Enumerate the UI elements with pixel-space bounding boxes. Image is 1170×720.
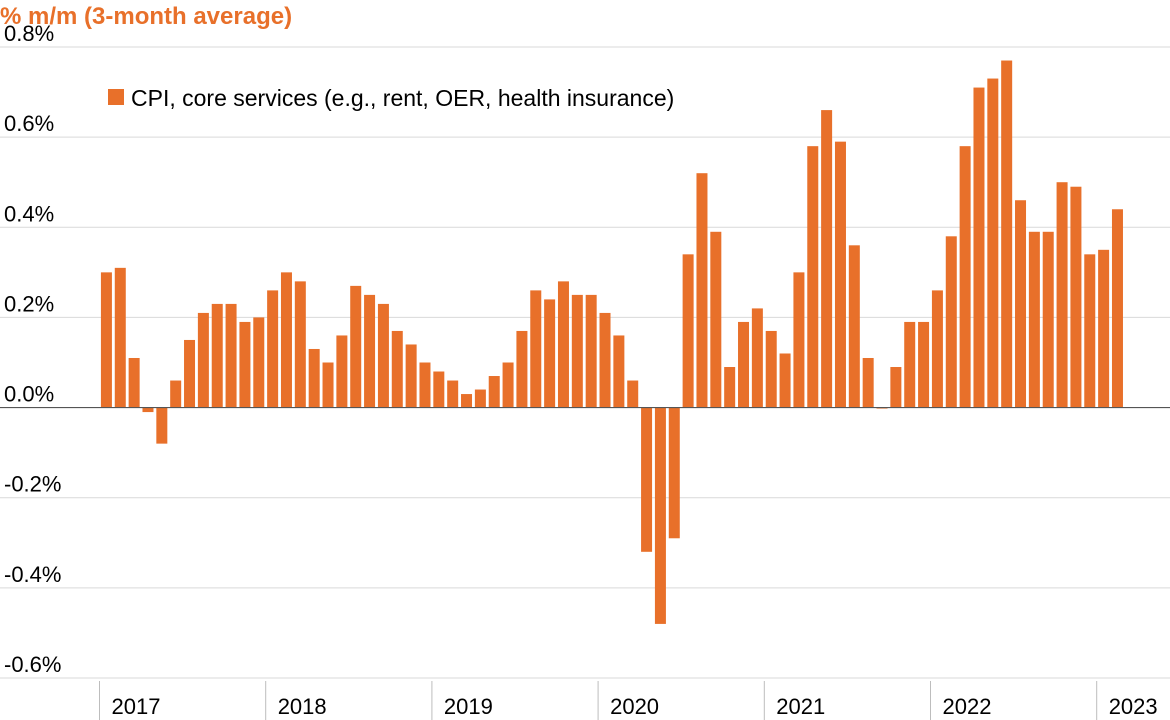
- bar: [682, 254, 694, 408]
- legend: CPI, core services (e.g., rent, OER, hea…: [108, 85, 674, 111]
- bar: [294, 281, 306, 408]
- bar: [447, 380, 459, 408]
- bar: [834, 141, 846, 408]
- bar: [959, 146, 971, 408]
- bar: [419, 362, 431, 408]
- bar: [114, 267, 126, 408]
- bar: [557, 281, 569, 408]
- bar: [225, 303, 237, 408]
- bar: [585, 294, 597, 408]
- x-tick-label: 2021: [776, 694, 825, 719]
- x-axis: 2017 2018 2019 2020 2021 2022 2023: [99, 681, 1158, 720]
- bar: [170, 380, 182, 408]
- y-tick-label: -0.4%: [4, 562, 61, 587]
- bar: [765, 330, 777, 408]
- bar: [918, 321, 930, 408]
- bar: [239, 321, 251, 408]
- bar: [267, 290, 279, 408]
- bar: [184, 339, 196, 408]
- bar: [571, 294, 583, 408]
- bar: [1001, 60, 1013, 408]
- bar: [156, 407, 168, 444]
- x-tick-label: 2018: [278, 694, 327, 719]
- bar: [710, 231, 722, 408]
- bar: [696, 173, 708, 408]
- bar: [1111, 209, 1123, 408]
- bar: [364, 294, 376, 408]
- bar: [987, 78, 999, 408]
- bar: [280, 272, 292, 408]
- bar: [211, 303, 223, 408]
- bar: [751, 308, 763, 408]
- y-axis-title: % m/m (3-month average): [0, 3, 292, 30]
- bar: [793, 272, 805, 408]
- bar: [350, 285, 362, 408]
- bar: [613, 335, 625, 408]
- bar: [890, 367, 902, 408]
- y-tick-label: -0.2%: [4, 472, 61, 497]
- y-tick-label: -0.6%: [4, 652, 61, 677]
- bar: [433, 371, 445, 408]
- bar: [1098, 249, 1110, 408]
- bar: [253, 317, 265, 408]
- x-tick-label: 2022: [943, 694, 992, 719]
- y-axis-ticks: 0.8% 0.6% 0.4% 0.2% 0.0% -0.2% -0.4% -0.6%: [4, 21, 61, 677]
- bar: [862, 357, 874, 408]
- bar: [336, 335, 348, 408]
- bar: [779, 353, 791, 408]
- bar: [391, 330, 403, 408]
- bar: [1015, 200, 1027, 408]
- bar: [973, 87, 985, 408]
- x-tick-label: 2020: [610, 694, 659, 719]
- legend-label: CPI, core services (e.g., rent, OER, hea…: [131, 85, 674, 111]
- grid-lines: [0, 46, 1170, 679]
- bar: [100, 272, 112, 408]
- bar: [322, 362, 334, 408]
- x-tick-label: 2019: [444, 694, 493, 719]
- bar: [931, 290, 943, 408]
- bar: [738, 321, 750, 408]
- y-tick-label: 0.8%: [4, 21, 54, 46]
- y-tick-label: 0.2%: [4, 291, 54, 316]
- bar: [197, 312, 209, 408]
- x-tick-label: 2017: [112, 694, 161, 719]
- bar: [627, 380, 639, 408]
- bar: [142, 407, 154, 413]
- bar: [821, 110, 833, 408]
- bar: [128, 357, 140, 408]
- bar: [945, 236, 957, 408]
- bar: [1028, 231, 1040, 408]
- bar: [724, 367, 736, 408]
- bar: [1070, 186, 1082, 408]
- bar: [668, 407, 680, 539]
- bar: [1056, 182, 1068, 408]
- bar: [599, 312, 611, 408]
- bar: [461, 394, 473, 408]
- legend-swatch: [108, 89, 124, 105]
- bar: [377, 303, 389, 408]
- bar: [641, 407, 653, 552]
- bar: [807, 146, 819, 408]
- bar: [848, 245, 860, 408]
- y-tick-label: 0.6%: [4, 111, 54, 136]
- bar: [474, 389, 486, 408]
- bar: [1084, 254, 1096, 408]
- bar: [488, 376, 500, 408]
- bar: [1042, 231, 1054, 408]
- bar: [502, 362, 514, 408]
- y-tick-label: 0.0%: [4, 382, 54, 407]
- bar: [405, 344, 417, 408]
- x-tick-label: 2023: [1109, 694, 1158, 719]
- bar: [904, 321, 916, 408]
- y-tick-label: 0.4%: [4, 201, 54, 226]
- bar: [530, 290, 542, 408]
- bar: [516, 330, 528, 408]
- bars: [100, 60, 1123, 624]
- bar: [654, 407, 666, 624]
- bar: [544, 299, 556, 408]
- bar: [308, 348, 320, 408]
